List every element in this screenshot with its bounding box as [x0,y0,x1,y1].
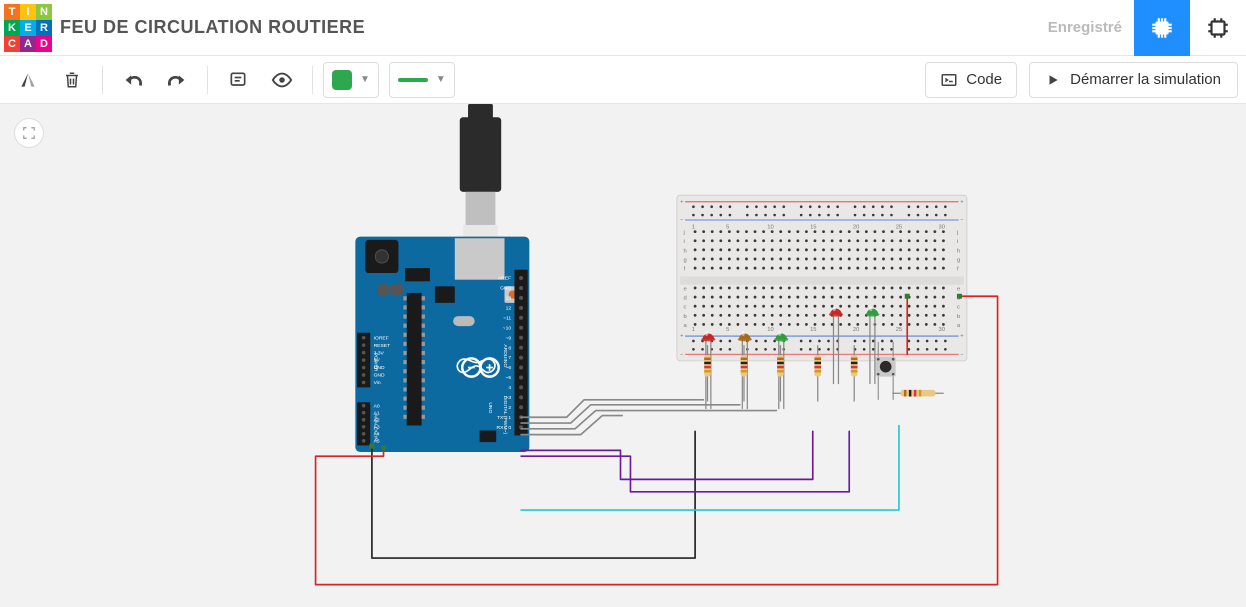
svg-text:e: e [957,286,960,292]
svg-text:10: 10 [767,327,773,333]
svg-text:4: 4 [508,385,511,391]
trash-icon [63,71,81,89]
chip-outline-icon [1205,15,1231,41]
code-button[interactable]: Code [925,62,1017,98]
svg-text:25: 25 [896,327,902,333]
svg-text:~5: ~5 [505,375,511,381]
svg-text:i: i [683,239,684,245]
svg-text:IOREF: IOREF [374,335,389,341]
svg-text:A0: A0 [374,403,380,409]
svg-text:AREF: AREF [498,276,511,282]
wire-preview [398,78,428,82]
svg-text:j: j [682,230,684,236]
svg-text:30: 30 [939,327,945,333]
components-list-button[interactable] [1190,0,1246,56]
eye-icon [271,69,293,91]
svg-text:i: i [957,239,958,245]
code-icon [940,71,958,89]
svg-text:~10: ~10 [503,325,512,331]
svg-text:15: 15 [810,224,816,230]
svg-text:10: 10 [767,224,773,230]
wire-d12[interactable] [521,400,703,417]
svg-text:c: c [683,305,686,311]
svg-text:5: 5 [726,327,729,333]
svg-text:2: 2 [508,405,511,411]
svg-text:c: c [957,305,960,311]
save-status: Enregistré [1048,19,1122,36]
undo-icon [122,69,144,91]
svg-text:Vin: Vin [374,380,381,386]
tinkercad-logo[interactable]: TINKERCAD [4,4,52,52]
components-panel-button[interactable] [1134,0,1190,56]
note-icon [228,70,248,90]
rotate-button[interactable] [8,60,48,100]
top-header: TINKERCAD FEU DE CIRCULATION ROUTIERE En… [0,0,1246,56]
svg-text:d: d [683,296,686,302]
wire-d11[interactable] [521,405,740,423]
svg-text:15: 15 [810,327,816,333]
svg-text:5: 5 [726,224,729,230]
chip-icon [1149,15,1175,41]
wire-style-picker[interactable]: ▼ [389,62,455,98]
svg-text:20: 20 [853,327,859,333]
svg-text:GND: GND [500,286,511,292]
svg-text:b: b [957,314,960,320]
svg-text:e: e [683,286,686,292]
svg-text:1: 1 [692,327,695,333]
svg-text:7: 7 [508,355,511,361]
wire-d9-stub[interactable] [521,416,622,435]
svg-text:h: h [683,248,686,254]
wire-cyan-d2[interactable] [521,426,899,511]
delete-button[interactable] [52,60,92,100]
project-title[interactable]: FEU DE CIRCULATION ROUTIERE [60,17,365,38]
code-button-label: Code [966,71,1002,88]
color-swatch [332,70,352,90]
svg-text:12: 12 [506,306,512,312]
chevron-down-icon: ▼ [360,74,370,85]
toolbar: ▼ ▼ Code Démarrer la simulation [0,56,1246,104]
svg-text:b: b [683,314,686,320]
svg-text:j: j [956,230,958,236]
svg-text:~9: ~9 [505,335,511,341]
circuit-canvas[interactable]: AREFGND1312~11~10~987~6~54~32TX→1RX←0IOR… [0,104,1246,607]
annotation-button[interactable] [218,60,258,100]
svg-text:20: 20 [853,224,859,230]
svg-text:~11: ~11 [503,315,511,321]
visibility-button[interactable] [262,60,302,100]
wire-purple-1[interactable] [521,431,813,479]
simulate-button-label: Démarrer la simulation [1070,71,1221,88]
wire-d10[interactable] [521,411,776,429]
svg-text:GND: GND [374,373,385,379]
play-icon [1046,73,1060,87]
start-simulation-button[interactable]: Démarrer la simulation [1029,62,1238,98]
wire-purple-2[interactable] [521,431,849,491]
chevron-down-icon: ▼ [436,74,446,85]
svg-text:RESET: RESET [374,343,391,349]
svg-text:h: h [957,248,960,254]
svg-text:g: g [957,257,960,263]
svg-text:13: 13 [506,296,512,302]
wire-color-picker[interactable]: ▼ [323,62,379,98]
svg-text:8: 8 [508,345,511,351]
redo-icon [166,69,188,91]
redo-button[interactable] [157,60,197,100]
rotate-icon [18,70,38,90]
svg-text:g: g [683,257,686,263]
svg-text:25: 25 [896,224,902,230]
svg-text:1: 1 [692,224,695,230]
undo-button[interactable] [113,60,153,100]
svg-text:30: 30 [939,224,945,230]
